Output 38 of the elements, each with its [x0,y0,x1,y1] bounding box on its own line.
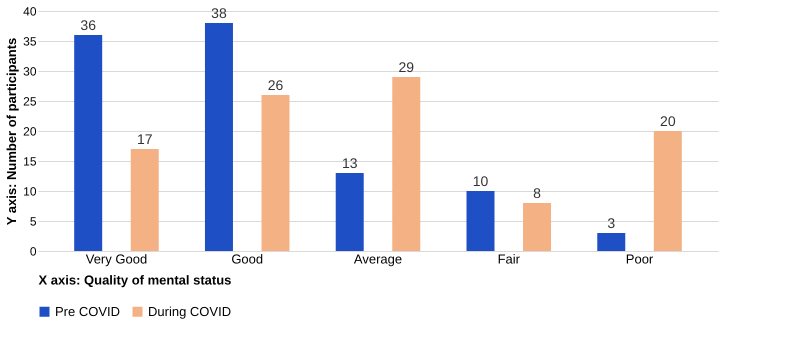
data-label: 38 [211,5,227,21]
bar [466,191,494,251]
y-tick-label: 0 [30,244,37,258]
x-tick-label: Average [354,252,402,266]
data-label: 8 [533,185,542,201]
bar [392,77,420,251]
data-label: 36 [80,17,96,33]
bar [204,23,233,251]
x-axis-title: X axis: Quality of mental status [38,272,232,288]
data-label: 29 [398,59,414,75]
bar [262,95,290,251]
legend-label: Pre COVID [55,304,120,319]
bar [654,131,682,251]
data-label: 17 [136,131,153,147]
legend-label: During COVID [148,304,232,319]
bar [336,173,364,251]
x-tick-label: Good [231,252,264,266]
bar [597,233,626,251]
data-label: 3 [607,215,616,231]
x-tick-label: Poor [626,252,654,266]
y-tick-label: 40 [23,4,37,18]
y-axis-title: Y axis: Number of participants [4,38,20,226]
y-tick-label: 25 [23,94,37,108]
data-label: 26 [268,77,284,93]
y-tick-label: 15 [23,154,37,168]
x-tick-label: Very Good [86,252,148,266]
y-tick-label: 10 [23,184,37,198]
y-tick-label: 20 [23,124,37,138]
x-tick-label: Fair [498,252,521,266]
bar [130,149,159,251]
data-label: 13 [342,155,358,171]
data-label: 20 [660,113,676,129]
bar [74,35,102,251]
y-tick-label: 35 [23,34,37,48]
y-tick-label: 30 [23,64,37,78]
bar [523,203,552,251]
data-label: 10 [472,173,488,189]
y-tick-label: 5 [30,214,37,228]
